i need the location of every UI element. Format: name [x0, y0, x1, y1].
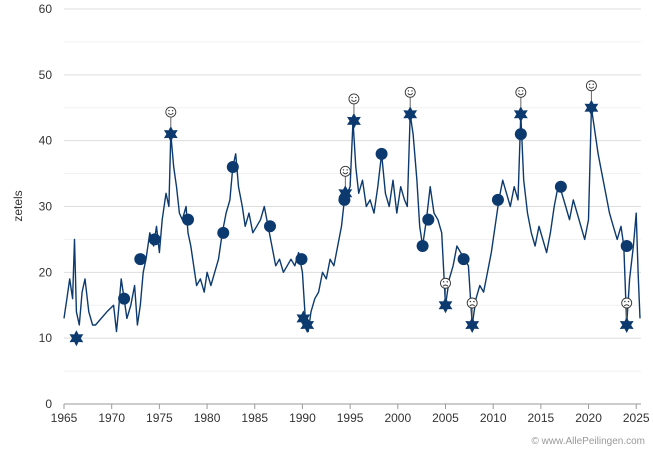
circle-marker — [226, 161, 239, 173]
y-tick-label: 50 — [39, 68, 53, 82]
x-tick-label: 2005 — [432, 411, 459, 425]
copyright-credit: © www.AllePeilingen.com — [531, 436, 645, 447]
axes: zetels 0 10 20 30 40 50 60 1965 1970 1975 1980 1985… — [11, 2, 650, 425]
circle-marker — [554, 180, 567, 193]
star-marker — [338, 185, 353, 202]
circle-marker — [264, 220, 277, 233]
y-tick-label: 30 — [39, 200, 53, 214]
sad-face-icon — [440, 277, 451, 289]
star-marker — [296, 310, 311, 327]
y-tick-label: 20 — [39, 265, 53, 279]
x-tick-label: 2020 — [575, 411, 602, 425]
circle-marker — [118, 292, 131, 305]
circle-marker — [620, 240, 633, 252]
circle-marker — [295, 253, 308, 266]
star-marker — [403, 106, 418, 123]
star-marker — [465, 317, 480, 333]
circle-marker — [375, 147, 388, 160]
circle-marker — [457, 253, 470, 266]
smiley-face-icon — [339, 165, 351, 177]
x-tick-label: 2025 — [623, 411, 650, 425]
x-tick-label: 2010 — [480, 411, 507, 425]
x-tick-label: 1980 — [194, 411, 221, 425]
y-tick-label: 0 — [45, 397, 52, 411]
star-marker — [163, 126, 178, 143]
circle-marker — [148, 233, 161, 246]
y-tick-label: 10 — [39, 331, 53, 345]
markers-group — [69, 80, 634, 347]
star-marker — [438, 297, 453, 314]
circle-marker — [422, 213, 435, 226]
x-tick-label: 2015 — [528, 411, 555, 425]
circle-marker — [181, 213, 194, 226]
sad-face-icon — [621, 297, 633, 309]
circle-marker — [514, 128, 527, 141]
smiley-face-icon — [515, 86, 527, 98]
y-tick-label: 60 — [39, 2, 53, 16]
x-tick-label: 1990 — [289, 411, 316, 425]
x-tick-label: 1970 — [98, 411, 125, 425]
x-tick-label: 1995 — [337, 411, 364, 425]
x-tick-label: 1985 — [241, 411, 268, 425]
smiley-face-icon — [585, 80, 597, 92]
smiley-face-icon — [165, 106, 177, 118]
star-marker — [69, 330, 84, 347]
smiley-face-icon — [404, 86, 416, 98]
star-marker — [584, 99, 599, 116]
smiley-face-icon — [348, 93, 360, 105]
y-tick-label: 40 — [39, 134, 53, 148]
star-marker — [300, 317, 315, 333]
circle-marker — [491, 193, 504, 206]
x-tick-label: 1965 — [51, 411, 78, 425]
x-tick-label: 2000 — [384, 411, 411, 425]
x-tick-label: 1975 — [146, 411, 173, 425]
star-marker — [619, 317, 634, 333]
y-axis-label: zetels — [11, 190, 25, 221]
circle-marker — [134, 253, 147, 266]
star-marker — [513, 106, 528, 123]
series-line — [63, 107, 641, 333]
star-marker — [347, 112, 361, 129]
circle-marker — [217, 226, 230, 239]
circle-marker — [416, 240, 429, 252]
series-group — [63, 107, 641, 333]
sad-face-icon — [466, 297, 478, 309]
